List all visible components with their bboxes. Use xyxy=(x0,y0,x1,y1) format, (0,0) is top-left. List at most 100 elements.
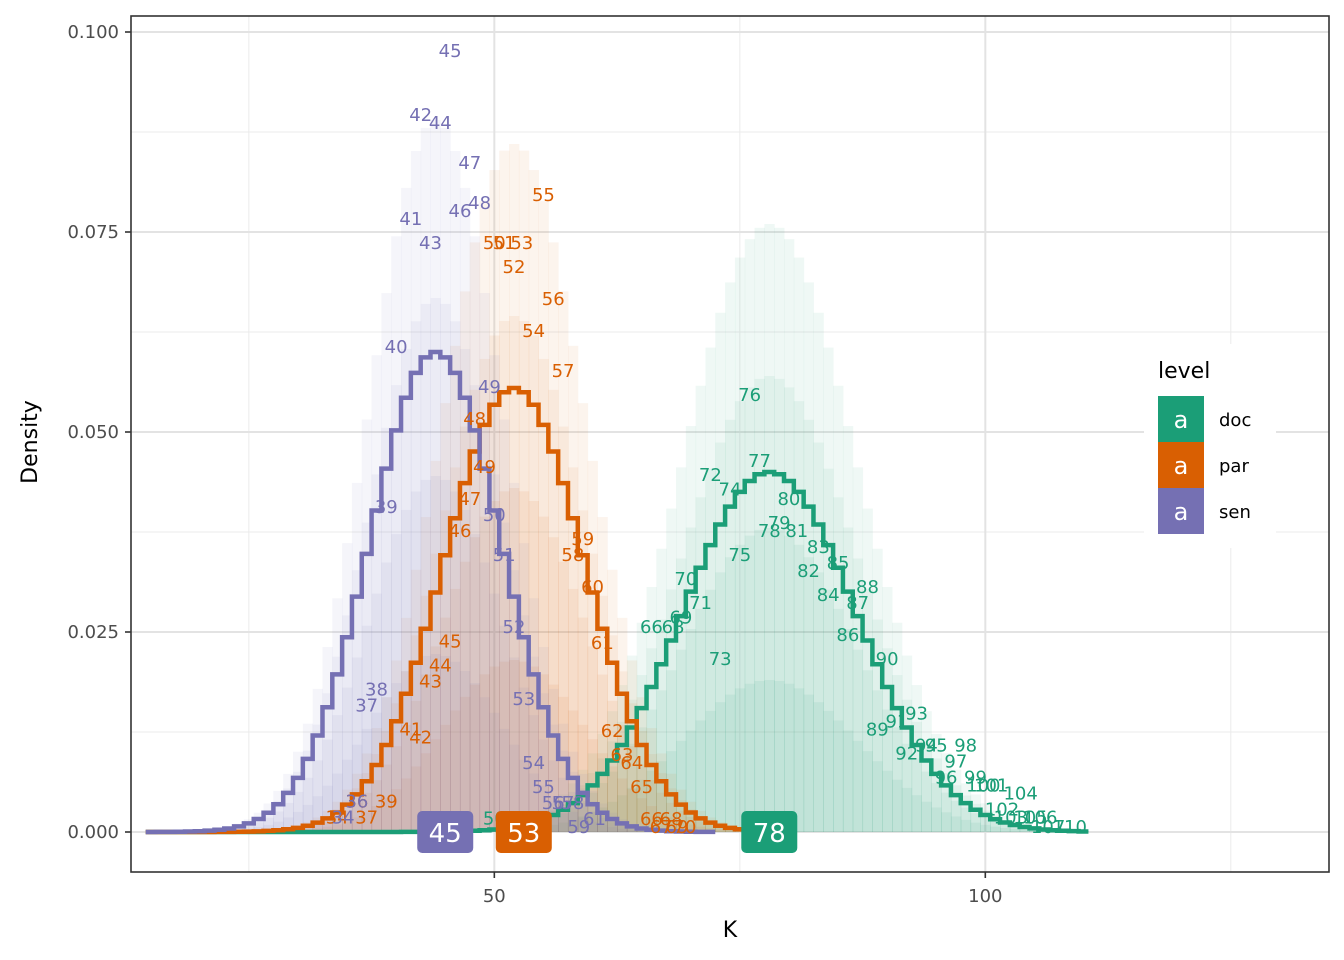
halo-column xyxy=(617,685,628,832)
halo-column xyxy=(518,661,530,832)
halo-column xyxy=(842,629,854,832)
halo-column xyxy=(263,817,274,832)
y-axis: 0.000 0.025 0.050 0.075 0.100 xyxy=(67,22,131,843)
halo-column xyxy=(302,750,314,832)
halo-column xyxy=(489,593,500,832)
halo-column xyxy=(695,608,706,832)
point-label-par: 37 xyxy=(355,808,378,829)
halo-column xyxy=(479,516,490,832)
point-label-doc: 87 xyxy=(846,593,869,614)
point-label-doc: 95 xyxy=(925,736,948,757)
halo-column xyxy=(479,293,490,833)
halo-column xyxy=(833,385,844,832)
halo-column xyxy=(440,617,451,832)
point-label-sen: 46 xyxy=(449,201,472,222)
halo-column xyxy=(597,824,608,832)
y-tick-label: 0.050 xyxy=(67,422,119,443)
halo-column xyxy=(342,800,353,832)
mode-label-par: 53 xyxy=(507,819,540,849)
halo-column xyxy=(391,385,402,832)
density-line-sen xyxy=(145,349,716,835)
halo-column xyxy=(862,670,873,832)
halo-column xyxy=(518,615,530,832)
point-label-par: 50 xyxy=(483,233,506,254)
halo-column xyxy=(695,816,706,832)
halo-column xyxy=(283,788,294,832)
halo-column xyxy=(420,127,431,833)
halo-column xyxy=(626,829,638,832)
halo-column xyxy=(391,660,402,832)
halo-column xyxy=(725,282,736,833)
halo-column xyxy=(774,680,785,832)
halo-column xyxy=(518,150,530,833)
halo-column xyxy=(273,811,284,832)
halo-column xyxy=(626,699,638,832)
point-label-sen: 52 xyxy=(503,617,526,638)
halo-column xyxy=(656,761,667,832)
halo-column xyxy=(852,558,864,832)
panel-border xyxy=(130,15,1330,873)
halo-column xyxy=(351,570,363,832)
halo-column xyxy=(263,824,274,832)
point-label-doc: 78 xyxy=(758,521,781,542)
halo-column xyxy=(626,703,638,832)
point-label-par: 36 xyxy=(345,792,368,813)
halo-column xyxy=(499,491,510,832)
halo-column xyxy=(430,739,441,832)
point-label-doc: 72 xyxy=(699,465,722,486)
point-label-par: 57 xyxy=(552,361,575,382)
halo-column xyxy=(990,826,1001,832)
halo-column xyxy=(342,821,353,832)
halo-column xyxy=(381,427,392,832)
halo-column xyxy=(990,815,1001,832)
halo-column xyxy=(577,724,589,832)
halo-column xyxy=(509,657,520,832)
halo-column xyxy=(793,544,805,832)
halo-column xyxy=(734,257,746,832)
point-label-doc: 98 xyxy=(954,736,977,757)
halo-column xyxy=(430,460,441,832)
halo-column xyxy=(784,239,795,832)
halo-column xyxy=(901,699,913,832)
point-label-par: 65 xyxy=(630,777,653,798)
halo-sen xyxy=(185,120,716,833)
halo-column xyxy=(558,750,569,832)
halo-column xyxy=(1000,819,1011,832)
halo-column xyxy=(577,617,589,832)
halo-column xyxy=(567,819,579,832)
halo-column xyxy=(450,467,461,832)
point-label-doc: 75 xyxy=(728,545,751,566)
halo-column xyxy=(695,826,706,832)
halo-column xyxy=(538,674,549,832)
point-label-doc: 88 xyxy=(856,577,879,598)
halo-column xyxy=(322,693,333,832)
legend-label-doc: doc xyxy=(1219,410,1251,431)
halo-column xyxy=(459,561,471,832)
halo-column xyxy=(921,771,932,832)
halo-column xyxy=(685,527,697,832)
halo-column xyxy=(607,741,618,832)
halo-column xyxy=(636,830,648,832)
halo-column xyxy=(852,740,864,832)
halo-column xyxy=(862,508,873,832)
halo-column xyxy=(509,144,520,832)
halo-column xyxy=(391,703,402,832)
halo-column xyxy=(675,800,687,832)
halo-column xyxy=(842,426,854,832)
halo-column xyxy=(833,608,844,832)
halo-column xyxy=(371,474,382,832)
halo-column xyxy=(302,723,314,832)
halo-column xyxy=(548,824,559,832)
halo-column xyxy=(243,822,255,832)
point-label-par: 45 xyxy=(439,632,462,653)
point-label-doc: 71 xyxy=(689,593,712,614)
halo-column xyxy=(371,806,382,832)
point-label-sen: 48 xyxy=(468,193,491,214)
halo-column xyxy=(597,782,608,832)
halo-column xyxy=(430,298,441,832)
halo-column xyxy=(410,635,422,832)
halo-column xyxy=(1019,827,1030,832)
density-lines xyxy=(145,349,1089,835)
halo-column xyxy=(302,804,314,832)
halo-column xyxy=(695,821,706,832)
